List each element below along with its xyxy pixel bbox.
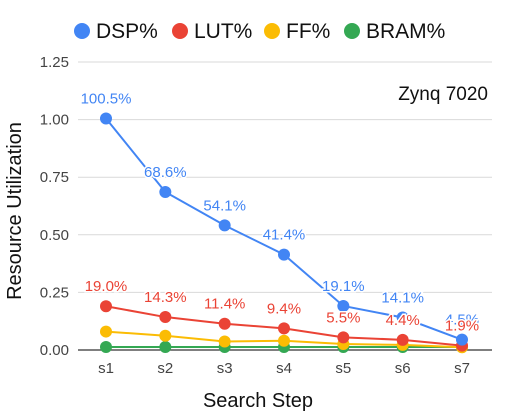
data-label: 41.4% xyxy=(263,227,306,244)
data-point xyxy=(159,185,172,198)
series-dsp xyxy=(100,112,468,346)
y-tick-label: 1.00 xyxy=(40,112,69,129)
y-axis-title: Resource Utilization xyxy=(4,122,26,300)
y-tick-label: 0.50 xyxy=(40,227,69,244)
x-tick-label: s1 xyxy=(98,360,114,377)
data-label: 54.1% xyxy=(203,197,246,214)
legend-label: DSP% xyxy=(96,20,158,43)
y-tick-label: 0.25 xyxy=(40,284,69,301)
data-point xyxy=(218,317,231,330)
data-label: 68.6% xyxy=(144,164,187,181)
data-label: 1.9% xyxy=(445,318,479,335)
x-axis-title: Search Step xyxy=(203,390,313,412)
series-lut xyxy=(100,300,468,352)
data-label: 4.5% xyxy=(445,312,479,329)
data-point xyxy=(100,341,112,354)
legend-item: BRAM% xyxy=(344,20,445,43)
data-label: 19.1% xyxy=(322,278,365,295)
data-point xyxy=(100,325,112,338)
y-axis-ticks: 0.00 0.25 0.50 0.75 1.00 1.25 xyxy=(40,54,69,359)
legend-item: FF% xyxy=(264,20,330,43)
legend-label: BRAM% xyxy=(366,20,445,43)
data-point xyxy=(278,334,290,347)
legend-item: DSP% xyxy=(74,20,158,43)
data-point xyxy=(218,219,231,232)
data-point xyxy=(100,300,112,313)
data-label: 5.5% xyxy=(326,309,360,326)
legend-marker xyxy=(264,23,280,39)
legend-item: LUT% xyxy=(172,20,252,43)
data-label: 11.4% xyxy=(204,296,245,313)
y-tick-label: 0.00 xyxy=(40,342,69,359)
data-point xyxy=(218,335,231,348)
data-point xyxy=(278,248,290,261)
y-tick-label: 0.75 xyxy=(40,169,69,186)
data-label: 14.3% xyxy=(144,289,187,306)
data-point xyxy=(337,331,350,344)
x-tick-label: s3 xyxy=(217,360,233,377)
data-point xyxy=(337,299,350,312)
x-tick-label: s6 xyxy=(395,360,411,377)
chart-data-labels: 100.5% 68.6% 54.1% 41.4% 19.1% 14.1% 4.5% 19.0%… xyxy=(79,89,481,336)
chart-series xyxy=(100,112,468,354)
legend-marker xyxy=(74,23,90,39)
y-tick-label: 1.25 xyxy=(40,54,69,71)
data-point xyxy=(159,311,172,324)
x-tick-label: s4 xyxy=(276,360,292,377)
data-point xyxy=(396,333,409,346)
chart-legend: DSP% LUT% FF% BRAM% xyxy=(74,20,445,43)
chart-annotation: Zynq 7020 xyxy=(398,84,488,105)
data-label: 9.4% xyxy=(267,300,301,317)
data-point xyxy=(456,333,468,346)
data-label: 100.5% xyxy=(81,90,132,107)
legend-label: LUT% xyxy=(194,20,252,43)
data-point xyxy=(100,112,112,125)
data-point xyxy=(396,311,409,324)
data-label: 4.4% xyxy=(386,312,420,329)
x-tick-label: s7 xyxy=(454,360,470,377)
chart-gridlines xyxy=(78,61,492,351)
x-tick-label: s2 xyxy=(157,360,173,377)
data-point xyxy=(159,329,172,342)
data-point xyxy=(278,322,290,335)
data-label: 19.0% xyxy=(85,278,128,295)
data-point xyxy=(159,341,172,354)
data-label: 14.1% xyxy=(381,290,424,307)
x-tick-label: s5 xyxy=(335,360,351,377)
legend-marker xyxy=(344,23,360,39)
legend-marker xyxy=(172,23,188,39)
legend-label: FF% xyxy=(286,20,330,43)
x-axis-ticks: s1 s2 s3 s4 s5 s6 s7 xyxy=(98,360,470,377)
